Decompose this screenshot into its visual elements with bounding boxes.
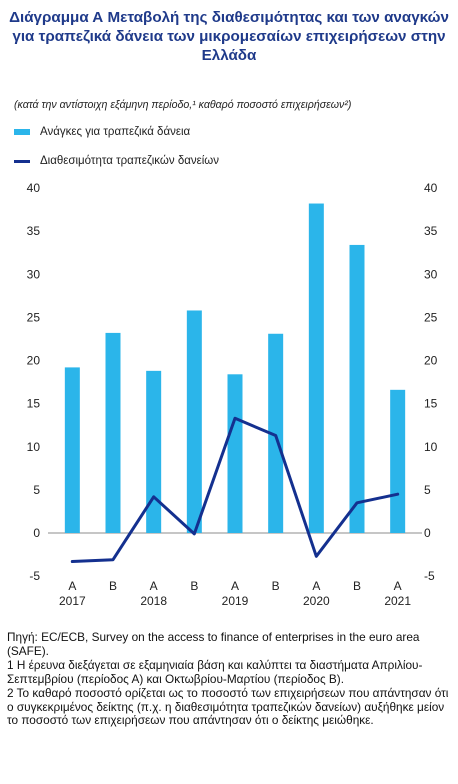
y-tick-label-left: 5 (33, 483, 40, 497)
legend-item-needs: Ανάγκες για τραπεζικά δάνεια (14, 124, 444, 140)
x-tick-label: A (231, 579, 239, 593)
legend-bar-swatch (14, 129, 30, 135)
y-tick-label-left: 40 (27, 181, 41, 195)
line-point (233, 417, 237, 420)
y-tick-label-right: -5 (424, 569, 435, 583)
legend-label-availability: Διαθεσιμότητα τραπεζικών δανείων (40, 155, 220, 167)
y-tick-label-right: 5 (424, 483, 431, 497)
y-tick-label-right: 35 (424, 224, 438, 238)
line-point (152, 495, 155, 498)
bar (308, 203, 324, 533)
x-year-label: 2017 (59, 594, 86, 608)
footnote-1: 1 Η έρευνα διεξάγεται σε εξαμηνιαία βάση… (7, 657, 423, 686)
chart-subtitle: (κατά την αντίστοιχη εξάμηνη περίοδο,¹ κ… (14, 99, 352, 111)
line-point (355, 501, 359, 505)
y-tick-label-left: 0 (33, 526, 40, 540)
line-point (71, 560, 74, 563)
line-point (193, 532, 196, 536)
bar (349, 244, 365, 534)
x-tick-label: B (190, 579, 198, 593)
line-point (274, 434, 277, 437)
bar (64, 367, 80, 533)
y-tick-label-left: 25 (27, 310, 41, 324)
x-year-label: 2018 (140, 594, 167, 608)
y-tick-label-left: 30 (27, 267, 41, 281)
y-tick-label-right: 0 (424, 526, 431, 540)
y-tick-label-right: 30 (424, 267, 438, 281)
x-tick-label: A (68, 579, 76, 593)
bar (186, 310, 202, 533)
chart-title: Διάγραμμα Α Μεταβολή της διαθεσιμότητας … (9, 9, 449, 64)
source-line: Πηγή: EC/ECB, Survey on the access to fi… (7, 630, 420, 658)
x-year-label: 2021 (384, 594, 411, 608)
x-year-label: 2020 (303, 594, 330, 608)
x-tick-label: B (109, 579, 117, 593)
bar (146, 370, 162, 533)
y-tick-label-right: 10 (424, 440, 438, 454)
y-tick-label-left: 20 (27, 354, 41, 368)
legend-item-availability: Διαθεσιμότητα τραπεζικών δανείων (14, 153, 444, 169)
x-tick-label: A (150, 579, 158, 593)
bar (227, 374, 243, 533)
x-tick-label: B (353, 579, 361, 593)
source-notes: Πηγή: EC/ECB, Survey on the access to fi… (7, 630, 451, 728)
y-tick-label-left: 10 (27, 440, 41, 454)
y-tick-label-left: 35 (27, 224, 41, 238)
legend-line-swatch (14, 160, 30, 163)
bar (105, 332, 121, 533)
y-tick-label-right: 40 (424, 181, 438, 195)
y-tick-label-right: 15 (424, 397, 438, 411)
line-point (315, 555, 318, 558)
x-tick-label: A (394, 579, 402, 593)
line-point (111, 558, 115, 561)
x-year-label: 2019 (222, 594, 249, 608)
x-tick-label: A (312, 579, 320, 593)
footnote-2: 2 Το καθαρό ποσοστό ορίζεται ως το ποσοσ… (7, 685, 449, 728)
line-point (396, 492, 399, 496)
y-tick-label-left: -5 (29, 569, 40, 583)
y-tick-label-right: 20 (424, 354, 438, 368)
bar (268, 333, 284, 533)
legend-label-needs: Ανάγκες για τραπεζικά δάνεια (40, 126, 191, 138)
bar (390, 389, 406, 533)
y-tick-label-left: 15 (27, 397, 41, 411)
x-tick-label: B (272, 579, 280, 593)
y-tick-label-right: 25 (424, 310, 438, 324)
